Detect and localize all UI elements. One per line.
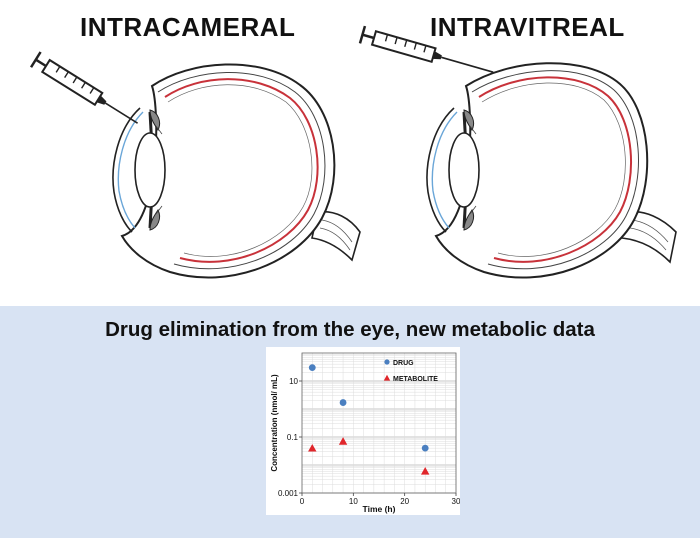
intravitreal-title: INTRAVITREAL — [430, 12, 625, 42]
plot-frame — [301, 352, 457, 494]
eye-globe-right — [426, 62, 677, 279]
drug-data-point — [339, 399, 347, 406]
summary-title: Drug elimination from the eye, new metab… — [105, 318, 595, 341]
retina-left — [164, 78, 319, 263]
intravitreal-eye-diagram — [358, 25, 677, 279]
syringe-left-icon — [29, 51, 139, 124]
lens-left — [134, 132, 166, 208]
legend-label: METABOLITE — [393, 376, 438, 383]
legend-metabolite-marker — [383, 374, 391, 381]
chart-ticks: 0 10 20 30 10 0.1 0.001 — [278, 377, 460, 506]
metabolite-data-point — [338, 437, 348, 445]
metabolite-data-point — [308, 443, 317, 452]
drug-data-point — [421, 444, 429, 452]
legend-drug-marker — [384, 359, 390, 365]
metabolite-data-point — [421, 467, 430, 475]
lens-right — [448, 132, 480, 208]
chart-marks — [308, 364, 430, 475]
drug-data-point — [308, 364, 316, 372]
chart-legend: DRUG METABOLITE — [383, 359, 438, 383]
x-tick-label: 0 — [300, 497, 305, 506]
eye-globe-left — [112, 63, 361, 279]
y-axis-label: Concentration (nmol/ mL) — [270, 374, 279, 472]
y-tick-label: 10 — [289, 377, 298, 386]
cornea-left — [112, 107, 141, 233]
retina-right — [478, 76, 633, 263]
intracameral-title: INTRACAMERAL — [80, 12, 296, 42]
legend-label: DRUG — [393, 360, 414, 367]
intracameral-eye-diagram — [29, 51, 361, 279]
syringe-right-icon — [358, 25, 494, 73]
y-tick-label: 0.001 — [278, 489, 299, 498]
x-tick-label: 30 — [452, 497, 460, 506]
y-tick-label: 0.1 — [287, 433, 299, 442]
concentration-chart: 0 10 20 30 10 0.1 0.001 DRUG METABOLITE Time (h… — [266, 347, 460, 515]
concentration-chart-svg: 0 10 20 30 10 0.1 0.001 DRUG METABOLITE Time (h… — [270, 352, 460, 514]
x-axis-label: Time (h) — [363, 504, 396, 514]
cornea-right — [426, 107, 455, 233]
chart-grid — [301, 353, 457, 494]
x-tick-label: 10 — [349, 497, 358, 506]
x-tick-label: 20 — [400, 497, 409, 506]
